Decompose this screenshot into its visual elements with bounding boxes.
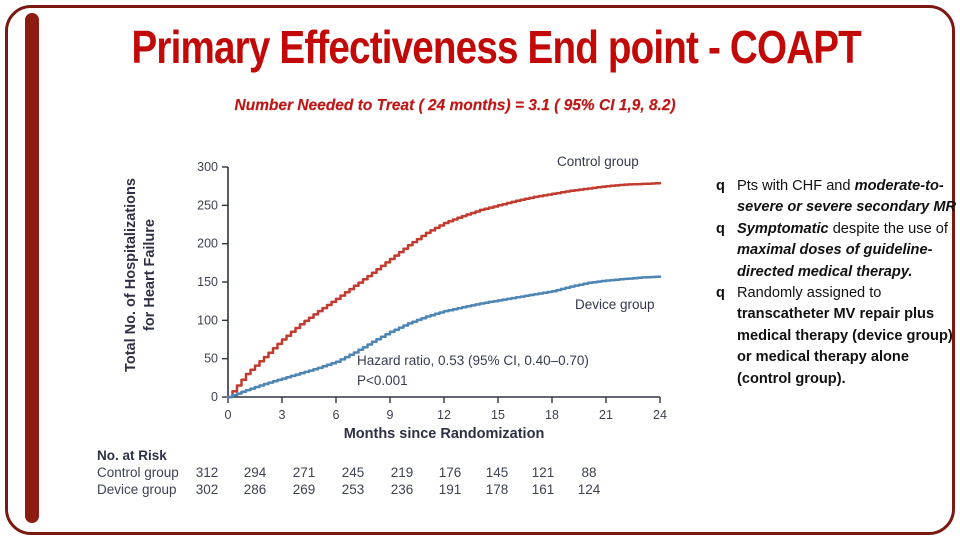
bullet-line: (control group).	[716, 369, 960, 390]
nnt-subtitle: Number Needed to Treat ( 24 months) = 3.…	[234, 97, 676, 114]
device-group-label: Device group	[575, 297, 655, 312]
control-group-label: Control group	[557, 154, 639, 169]
risk-table-title: No. at Risk	[97, 448, 167, 463]
y-tick-label: 100	[197, 313, 218, 327]
risk-row-label: Control group	[97, 465, 179, 480]
bullet-text-segment: medical therapy (device group)	[737, 327, 953, 344]
risk-value: 286	[243, 482, 267, 497]
risk-value: 294	[243, 465, 267, 480]
bullet-line: q Symptomatic despite the use of	[716, 219, 960, 240]
y-tick-label: 150	[197, 275, 218, 289]
x-tick-label: 6	[333, 408, 340, 422]
risk-value: 178	[485, 482, 509, 497]
bullet-text-segment: transcatheter MV repair plus	[737, 306, 935, 323]
y-tick-label: 200	[197, 237, 218, 251]
bullet-text-segment: Pts with CHF and	[737, 178, 855, 194]
risk-value: 121	[531, 465, 555, 480]
km-chart: 0 50 100 150 200 250 300 0 3 6 9 12 15 18 21 24 Total N…	[95, 140, 695, 508]
bullet-text-segment: moderate-to-	[854, 178, 944, 194]
risk-value: 271	[292, 465, 316, 480]
risk-value: 245	[341, 465, 365, 480]
y-tick-label: 0	[211, 390, 218, 404]
x-tick-label: 24	[653, 408, 667, 422]
x-tick-label: 15	[491, 408, 505, 422]
risk-value: 124	[577, 482, 601, 497]
risk-value: 161	[531, 482, 555, 497]
bullet-list: q Pts with CHF and moderate-to-severe or …	[716, 176, 960, 390]
risk-value: 176	[438, 465, 462, 480]
risk-row: Control group 312 294 271 245 219 176 145 121 88	[95, 465, 695, 482]
bullet-line: or medical therapy alone	[716, 347, 960, 368]
x-axis-title: Months since Randomization	[343, 426, 545, 442]
bullet-text-segment: (control group).	[737, 370, 846, 387]
risk-row: Device group 302 286 269 253 236 191 178 161 124	[95, 482, 695, 499]
control-group-curve	[226, 181, 662, 399]
x-tick-label: 3	[279, 408, 286, 422]
hazard-ratio-annotation: Hazard ratio, 0.53 (95% CI, 0.40–0.70)	[357, 353, 589, 368]
bullet-text-segment: or medical therapy alone	[737, 349, 909, 366]
risk-value: 269	[292, 482, 316, 497]
bullet-line: maximal doses of guideline-	[716, 240, 960, 261]
risk-value: 236	[390, 482, 414, 497]
y-tick-label: 50	[204, 352, 218, 366]
x-tick-label: 0	[225, 408, 232, 422]
bullet-text-segment: Symptomatic	[737, 220, 829, 237]
bullet-text-segment: severe or severe secondary MR	[737, 199, 957, 216]
risk-value: 219	[390, 465, 414, 480]
bullet-text-segment: maximal doses of guideline-	[737, 242, 933, 259]
risk-value: 312	[195, 465, 219, 480]
y-axis-title-line1: Total No. of Hospitalizations	[123, 178, 140, 372]
page-title-text: Primary Effectiveness End point - COAPT	[131, 21, 861, 73]
x-tick-label: 18	[545, 408, 559, 422]
page-title: Primary Effectiveness End point - COAPT	[48, 22, 944, 73]
bullet-line: transcatheter MV repair plus	[716, 304, 960, 325]
left-accent-bar	[25, 13, 39, 523]
bullet-line: q Randomly assigned to	[716, 283, 960, 304]
risk-value: 88	[581, 465, 597, 480]
bullet-marker: q	[716, 178, 725, 194]
bullet-line: directed medical therapy.	[716, 262, 960, 283]
bullet-line: medical therapy (device group)	[716, 326, 960, 347]
x-tick-label: 9	[387, 408, 394, 422]
y-axis-title: Total No. of Hospitalizations for Heart …	[122, 150, 160, 400]
device-group-curve	[226, 275, 662, 399]
bullet-line: q Pts with CHF and moderate-to-	[716, 176, 960, 197]
bullet-marker: q	[716, 220, 725, 237]
y-tick-label: 300	[197, 160, 218, 174]
p-value-annotation: P<0.001	[357, 373, 408, 388]
bullet-text-segment: despite the use of	[828, 220, 948, 237]
km-chart-plot-area: 0 50 100 150 200 250 300 0 3 6 9 12 15 18 21 24	[197, 160, 667, 422]
bullet-text-segment: Randomly assigned to	[737, 285, 882, 302]
bullet-text-segment: directed medical therapy.	[737, 263, 913, 280]
risk-value: 302	[195, 482, 219, 497]
risk-value: 145	[485, 465, 509, 480]
x-tick-label: 12	[437, 408, 451, 422]
risk-row-label: Device group	[97, 482, 177, 497]
risk-value: 253	[341, 482, 365, 497]
bullet-line: severe or severe secondary MR	[716, 197, 960, 218]
x-tick-label: 21	[599, 408, 613, 422]
risk-value: 191	[438, 482, 462, 497]
y-axis-title-line2: for Heart Failure	[142, 219, 158, 331]
y-tick-label: 250	[197, 198, 218, 212]
bullet-marker: q	[716, 285, 725, 302]
